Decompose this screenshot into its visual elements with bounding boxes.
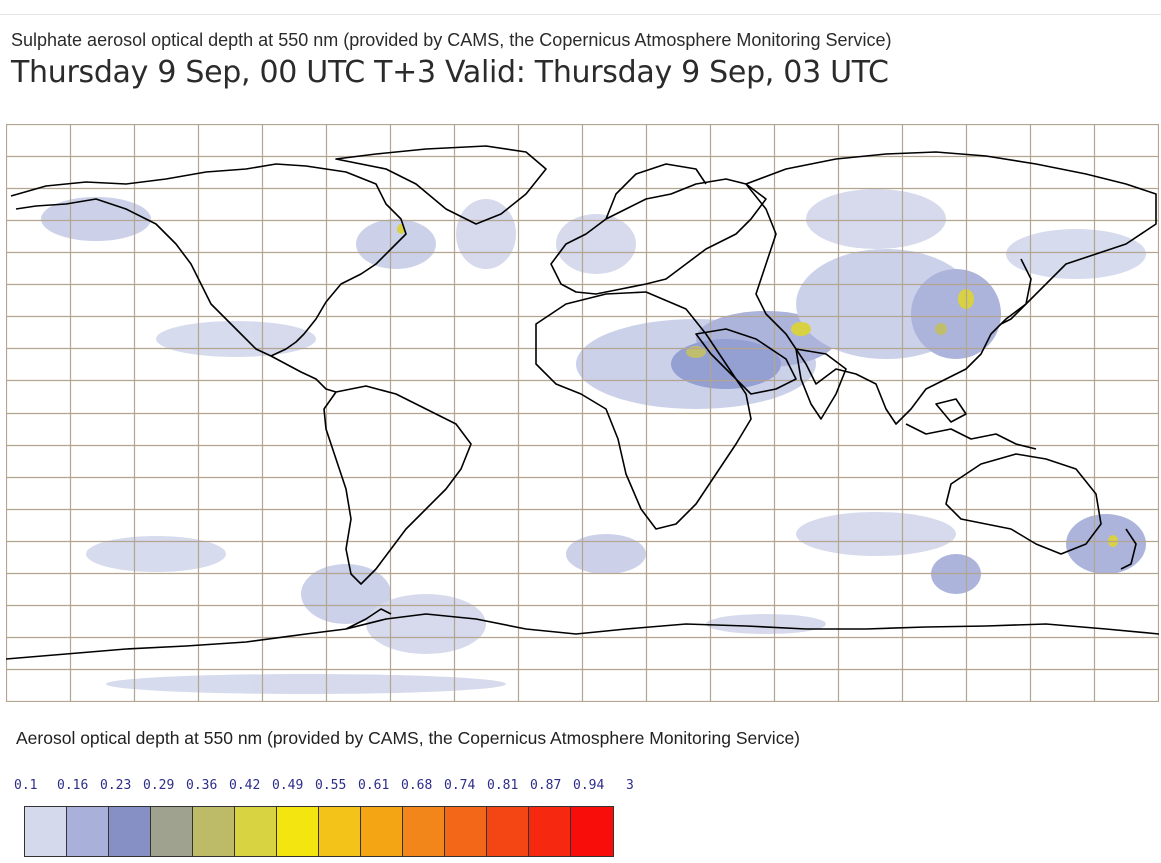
legend-color-scale — [24, 806, 614, 857]
legend-tick-label: 0.94 — [573, 778, 605, 793]
legend-swatch — [277, 807, 319, 856]
legend-tick-label: 0.68 — [401, 778, 433, 793]
map-subtitle: Sulphate aerosol optical depth at 550 nm… — [11, 30, 892, 50]
legend-swatch — [109, 807, 151, 856]
legend-swatch — [319, 807, 361, 856]
legend-tick-label: 0.42 — [229, 778, 261, 793]
legend-tick-label: 0.61 — [358, 778, 390, 793]
legend-tick-labels: 0.1 0.16 0.23 0.29 0.36 0.42 0.49 0.55 0.61 0.68 0… — [0, 778, 700, 796]
legend-tick-label: 0.74 — [444, 778, 476, 793]
legend-swatch — [403, 807, 445, 856]
legend-tick-label: 0.29 — [143, 778, 175, 793]
legend-tick-label: 0.36 — [186, 778, 218, 793]
header-divider — [0, 14, 1161, 15]
legend-tick-label: 0.1 — [14, 778, 38, 793]
legend-tick-label: 0.16 — [57, 778, 89, 793]
legend-swatch — [445, 807, 487, 856]
legend-swatch — [235, 807, 277, 856]
legend-swatch — [67, 807, 109, 856]
aerosol-haze-layer — [41, 189, 1146, 694]
legend-tick-label: 0.87 — [530, 778, 562, 793]
legend-swatch — [25, 807, 67, 856]
legend-title: Aerosol optical depth at 550 nm (provide… — [16, 728, 801, 748]
legend-tick-label: 0.81 — [487, 778, 519, 793]
map-title: Thursday 9 Sep, 00 UTC T+3 Valid: Thursd… — [11, 55, 889, 90]
legend-tick-label: 0.55 — [315, 778, 347, 793]
legend-tick-label: 3 — [626, 778, 634, 793]
legend-swatch — [529, 807, 571, 856]
legend-swatch — [487, 807, 529, 856]
legend-swatch — [151, 807, 193, 856]
legend-swatch — [571, 807, 613, 856]
legend-swatch — [361, 807, 403, 856]
legend-swatch — [193, 807, 235, 856]
legend-tick-label: 0.49 — [272, 778, 304, 793]
map-gridlines — [6, 124, 1159, 702]
legend-tick-label: 0.23 — [100, 778, 132, 793]
coastlines — [6, 145, 1159, 660]
world-map[interactable] — [6, 124, 1159, 702]
